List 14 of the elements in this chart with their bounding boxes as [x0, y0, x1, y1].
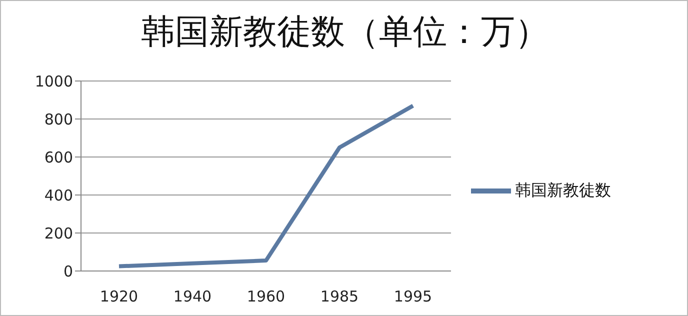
y-tick-label: 0: [63, 262, 73, 280]
x-tick-label: 1940: [173, 288, 212, 306]
y-tick-label: 600: [44, 148, 73, 166]
legend-label: 韩国新教徒数: [515, 180, 611, 200]
x-tick-label: 1920: [100, 288, 138, 306]
y-tick-label: 1000: [34, 72, 73, 90]
x-tick-label: 1995: [394, 288, 432, 306]
y-tick-label: 800: [44, 110, 73, 128]
y-tick-label: 400: [44, 186, 73, 204]
line-series: [117, 104, 415, 268]
chart-title: 韩国新教徒数（单位：万）: [140, 11, 550, 54]
x-tick-label: 1985: [320, 288, 359, 306]
y-tick-label: 200: [44, 224, 73, 242]
x-tick-label: 1960: [246, 288, 286, 306]
